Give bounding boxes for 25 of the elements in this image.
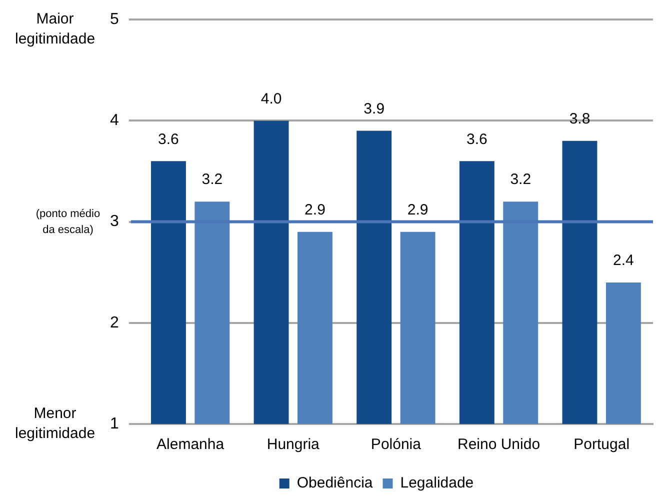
legend-label: Obediência [296, 474, 374, 492]
x-tick-label: Portugal [574, 436, 630, 454]
x-tick-label: Alemanha [156, 436, 225, 454]
data-label: 3.2 [510, 171, 532, 188]
data-label: 3.6 [466, 130, 488, 148]
legend-label: Legalidade [400, 474, 474, 492]
data-label: 3.6 [158, 130, 179, 148]
x-tick-label: Hungria [266, 436, 320, 454]
y-tick-label: 2 [110, 314, 119, 332]
data-label: 2.4 [613, 252, 634, 270]
data-label: 3.2 [202, 171, 223, 188]
y-tick-label: 4 [110, 112, 119, 130]
x-tick-label: Reino Unido [457, 436, 540, 454]
data-label: 2.9 [304, 202, 326, 219]
ref-line-label: (ponto médio da escala) [36, 208, 100, 236]
y-tick-label: 5 [110, 11, 119, 28]
data-label: 3.8 [569, 110, 590, 128]
data-label: 2.9 [407, 202, 428, 219]
text: Menor legitimidade [14, 405, 96, 442]
y-tick-label: 1 [110, 415, 119, 432]
y-tick-label: 3 [110, 213, 119, 230]
data-label: 4.0 [260, 90, 282, 108]
text: Maior legitimidade [14, 10, 96, 48]
x-tick-label: Polónia [370, 436, 422, 454]
data-label: 3.9 [364, 100, 385, 118]
